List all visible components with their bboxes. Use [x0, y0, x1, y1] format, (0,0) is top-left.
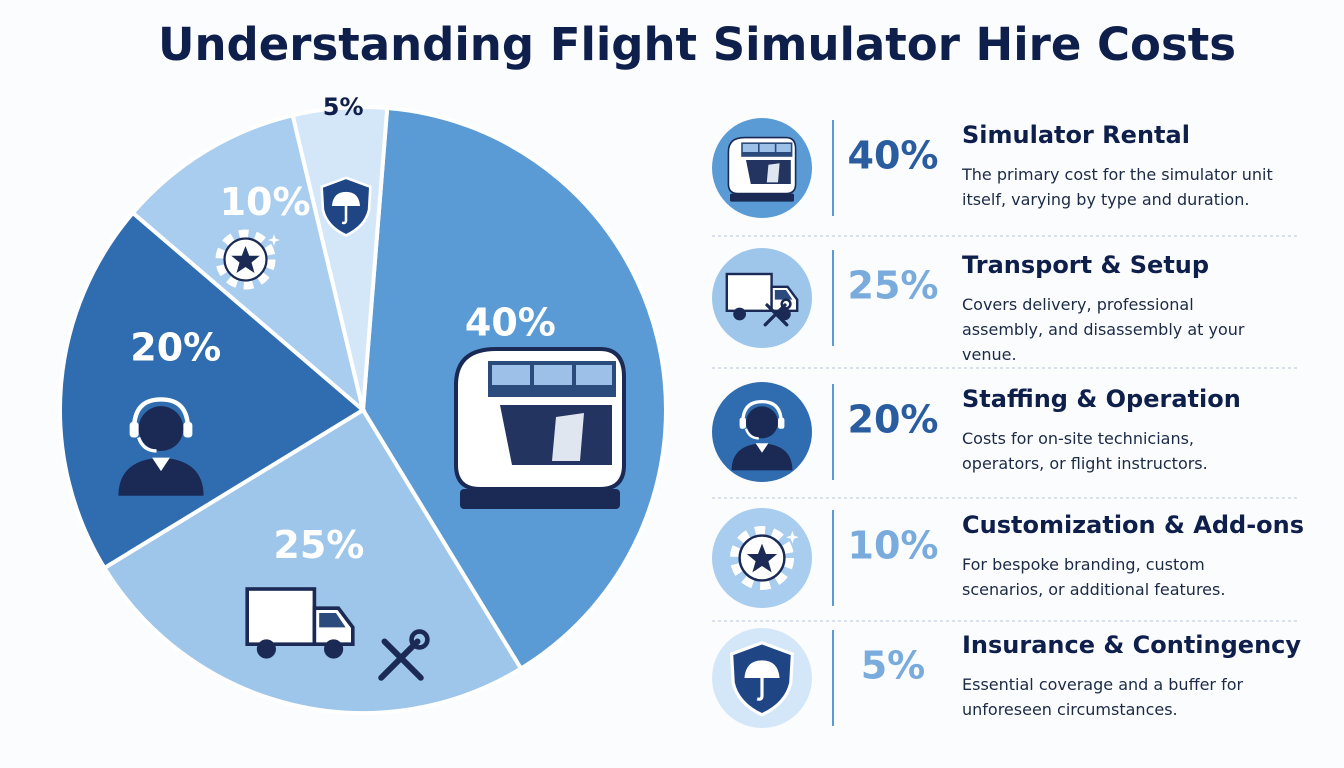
chart-title: Understanding Flight Simulator Hire Cost… [158, 18, 1236, 71]
legend-description: For bespoke branding, custom scenarios, … [962, 555, 1226, 599]
legend-percent: 20% [848, 398, 939, 442]
simulator-icon [456, 349, 624, 509]
pie-slice [101, 407, 524, 715]
legend: 40% Simulator Rental 25% Transport & Setup 2… [712, 118, 1304, 728]
legend-percent: 10% [848, 524, 939, 568]
legend-title: Simulator Rental [962, 121, 1190, 149]
slice-label: 5% [323, 93, 364, 121]
slice-label: 10% [220, 180, 311, 224]
legend-percent: 40% [848, 134, 939, 178]
slice-label: 25% [273, 523, 364, 567]
legend-title: Transport & Setup [962, 251, 1209, 279]
pie: 40% 25% 20% 10% 5% [58, 93, 668, 715]
legend-percent: 25% [848, 264, 939, 308]
legend-title: Insurance & Contingency [962, 631, 1301, 659]
legend-description: Essential coverage and a buffer for unfo… [962, 675, 1244, 719]
legend-title: Staffing & Operation [962, 385, 1241, 413]
legend-description: The primary cost for the simulator unit … [962, 165, 1273, 209]
legend-description: Covers delivery, professional assembly, … [962, 295, 1245, 364]
legend-title: Customization & Add-ons [962, 511, 1304, 539]
slice-label: 20% [130, 325, 221, 369]
slice-label: 40% [465, 300, 556, 344]
legend-icon [727, 136, 797, 203]
pie-slice [290, 105, 390, 411]
legend-description: Costs for on-site technicians, operators… [962, 429, 1208, 473]
legend-percent: 5% [861, 644, 926, 688]
